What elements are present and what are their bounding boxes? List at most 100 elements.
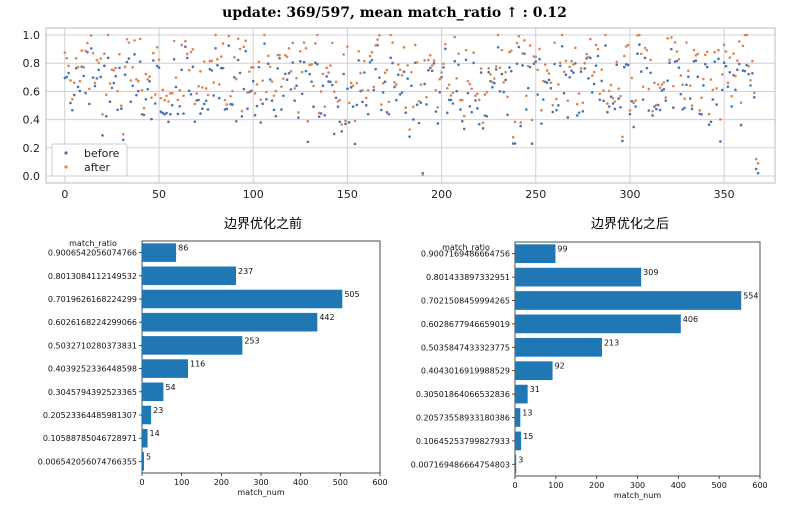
scatter-point-after xyxy=(146,78,150,81)
scatter-point-before xyxy=(300,92,304,96)
scatter-point-before xyxy=(387,112,391,116)
scatter-point-after xyxy=(575,102,579,106)
scatter-point-after xyxy=(383,71,387,75)
bar-category-label: 0.9006542056074766 xyxy=(48,249,137,258)
scatter-point-after xyxy=(466,79,470,83)
scatter-point-after xyxy=(587,55,590,59)
bar xyxy=(515,408,521,427)
scatter-point-after xyxy=(351,84,355,88)
scatter-point-after xyxy=(638,33,641,37)
scatter-point-before xyxy=(178,104,182,108)
scatter-point-before xyxy=(349,86,353,89)
scatter-point-after xyxy=(289,70,293,73)
bar xyxy=(142,243,177,262)
scatter-point-before xyxy=(396,73,400,77)
scatter-point-after xyxy=(487,67,490,70)
scatter-point-after xyxy=(233,56,236,59)
scatter-point-before xyxy=(600,79,603,83)
bar-value-label: 92 xyxy=(555,362,565,371)
scatter-point-after xyxy=(630,76,634,80)
scatter-point-before xyxy=(643,56,647,60)
scatter-point-before xyxy=(662,87,666,91)
bar-x-tick-label: 400 xyxy=(671,481,686,490)
scatter-point-after xyxy=(74,56,78,60)
bar-category-label: 0.9007169486664756 xyxy=(421,250,510,259)
scatter-point-before xyxy=(606,110,609,114)
scatter-point-after xyxy=(206,93,210,97)
scatter-point-before xyxy=(88,102,91,106)
scatter-point-before xyxy=(400,91,404,94)
scatter-point-before xyxy=(711,98,715,101)
bar-value-label: 54 xyxy=(165,383,175,392)
scatter-point-before xyxy=(308,72,312,76)
scatter-point-before xyxy=(99,75,102,79)
scatter-point-after xyxy=(720,73,724,76)
scatter-point-before xyxy=(498,90,502,93)
scatter-point-before xyxy=(233,76,236,79)
scatter-point-after xyxy=(91,51,95,55)
scatter-point-after xyxy=(464,48,468,52)
scatter-point-after xyxy=(71,97,74,101)
bar-category-label: 0.801433897332951 xyxy=(426,273,510,282)
scatter-point-after xyxy=(153,93,157,96)
scatter-point-before xyxy=(687,75,690,79)
scatter-point-before xyxy=(263,42,266,45)
scatter-point-before xyxy=(547,78,551,82)
scatter-point-after xyxy=(715,87,718,90)
scatter-point-after xyxy=(229,94,232,98)
scatter-point-after xyxy=(255,83,259,86)
scatter-point-after xyxy=(717,48,720,52)
scatter-point-before xyxy=(685,83,688,87)
scatter-point-before xyxy=(447,98,451,102)
scatter-point-after xyxy=(653,81,656,85)
scatter-point-before xyxy=(71,108,74,112)
scatter-point-after xyxy=(462,114,466,118)
scatter-point-before xyxy=(297,116,300,119)
scatter-point-after xyxy=(519,121,522,124)
scatter-point-after xyxy=(317,111,321,115)
scatter-point-after xyxy=(199,70,202,73)
scatter-point-after xyxy=(380,103,383,106)
scatter-point-after xyxy=(491,80,494,84)
scatter-point-before xyxy=(278,56,281,60)
scatter-point-before xyxy=(756,171,760,175)
bar-x-tick-label: 400 xyxy=(293,478,308,487)
scatter-point-after xyxy=(283,53,287,57)
scatter-point-before xyxy=(545,81,549,84)
scatter-point-before xyxy=(351,105,355,108)
scatter-point-after xyxy=(67,64,70,68)
scatter-point-after xyxy=(185,52,189,56)
scatter-y-tick-label: 0.2 xyxy=(23,142,41,155)
scatter-point-after xyxy=(513,120,517,124)
scatter-point-before xyxy=(310,80,313,83)
scatter-point-after xyxy=(474,94,477,98)
scatter-point-before xyxy=(282,94,285,98)
scatter-point-after xyxy=(457,52,460,55)
scatter-point-after xyxy=(393,80,396,84)
scatter-point-after xyxy=(711,88,715,92)
scatter-point-after xyxy=(728,56,732,59)
scatter-point-after xyxy=(212,81,215,84)
scatter-point-after xyxy=(477,98,481,102)
scatter-point-before xyxy=(74,66,78,70)
scatter-point-before xyxy=(184,45,187,49)
scatter-point-after xyxy=(685,41,688,44)
scatter-point-after xyxy=(668,58,671,62)
bar-x-tick-label: 500 xyxy=(333,478,348,487)
scatter-point-after xyxy=(700,96,703,100)
scatter-point-after xyxy=(93,81,97,85)
scatter-point-after xyxy=(739,101,743,104)
bar xyxy=(142,428,148,448)
scatter-point-before xyxy=(500,72,504,76)
bar-category-label: 0.6028677946659019 xyxy=(421,320,510,329)
scatter-point-before xyxy=(118,66,121,70)
scatter-point-after xyxy=(302,41,306,44)
scatter-point-before xyxy=(210,69,214,72)
scatter-point-before xyxy=(106,56,110,60)
scatter-point-before xyxy=(568,76,571,79)
scatter-point-after xyxy=(253,92,257,95)
scatter-point-before xyxy=(283,72,287,76)
scatter-point-after xyxy=(670,36,673,39)
scatter-point-before xyxy=(679,92,683,96)
scatter-point-after xyxy=(234,77,238,81)
